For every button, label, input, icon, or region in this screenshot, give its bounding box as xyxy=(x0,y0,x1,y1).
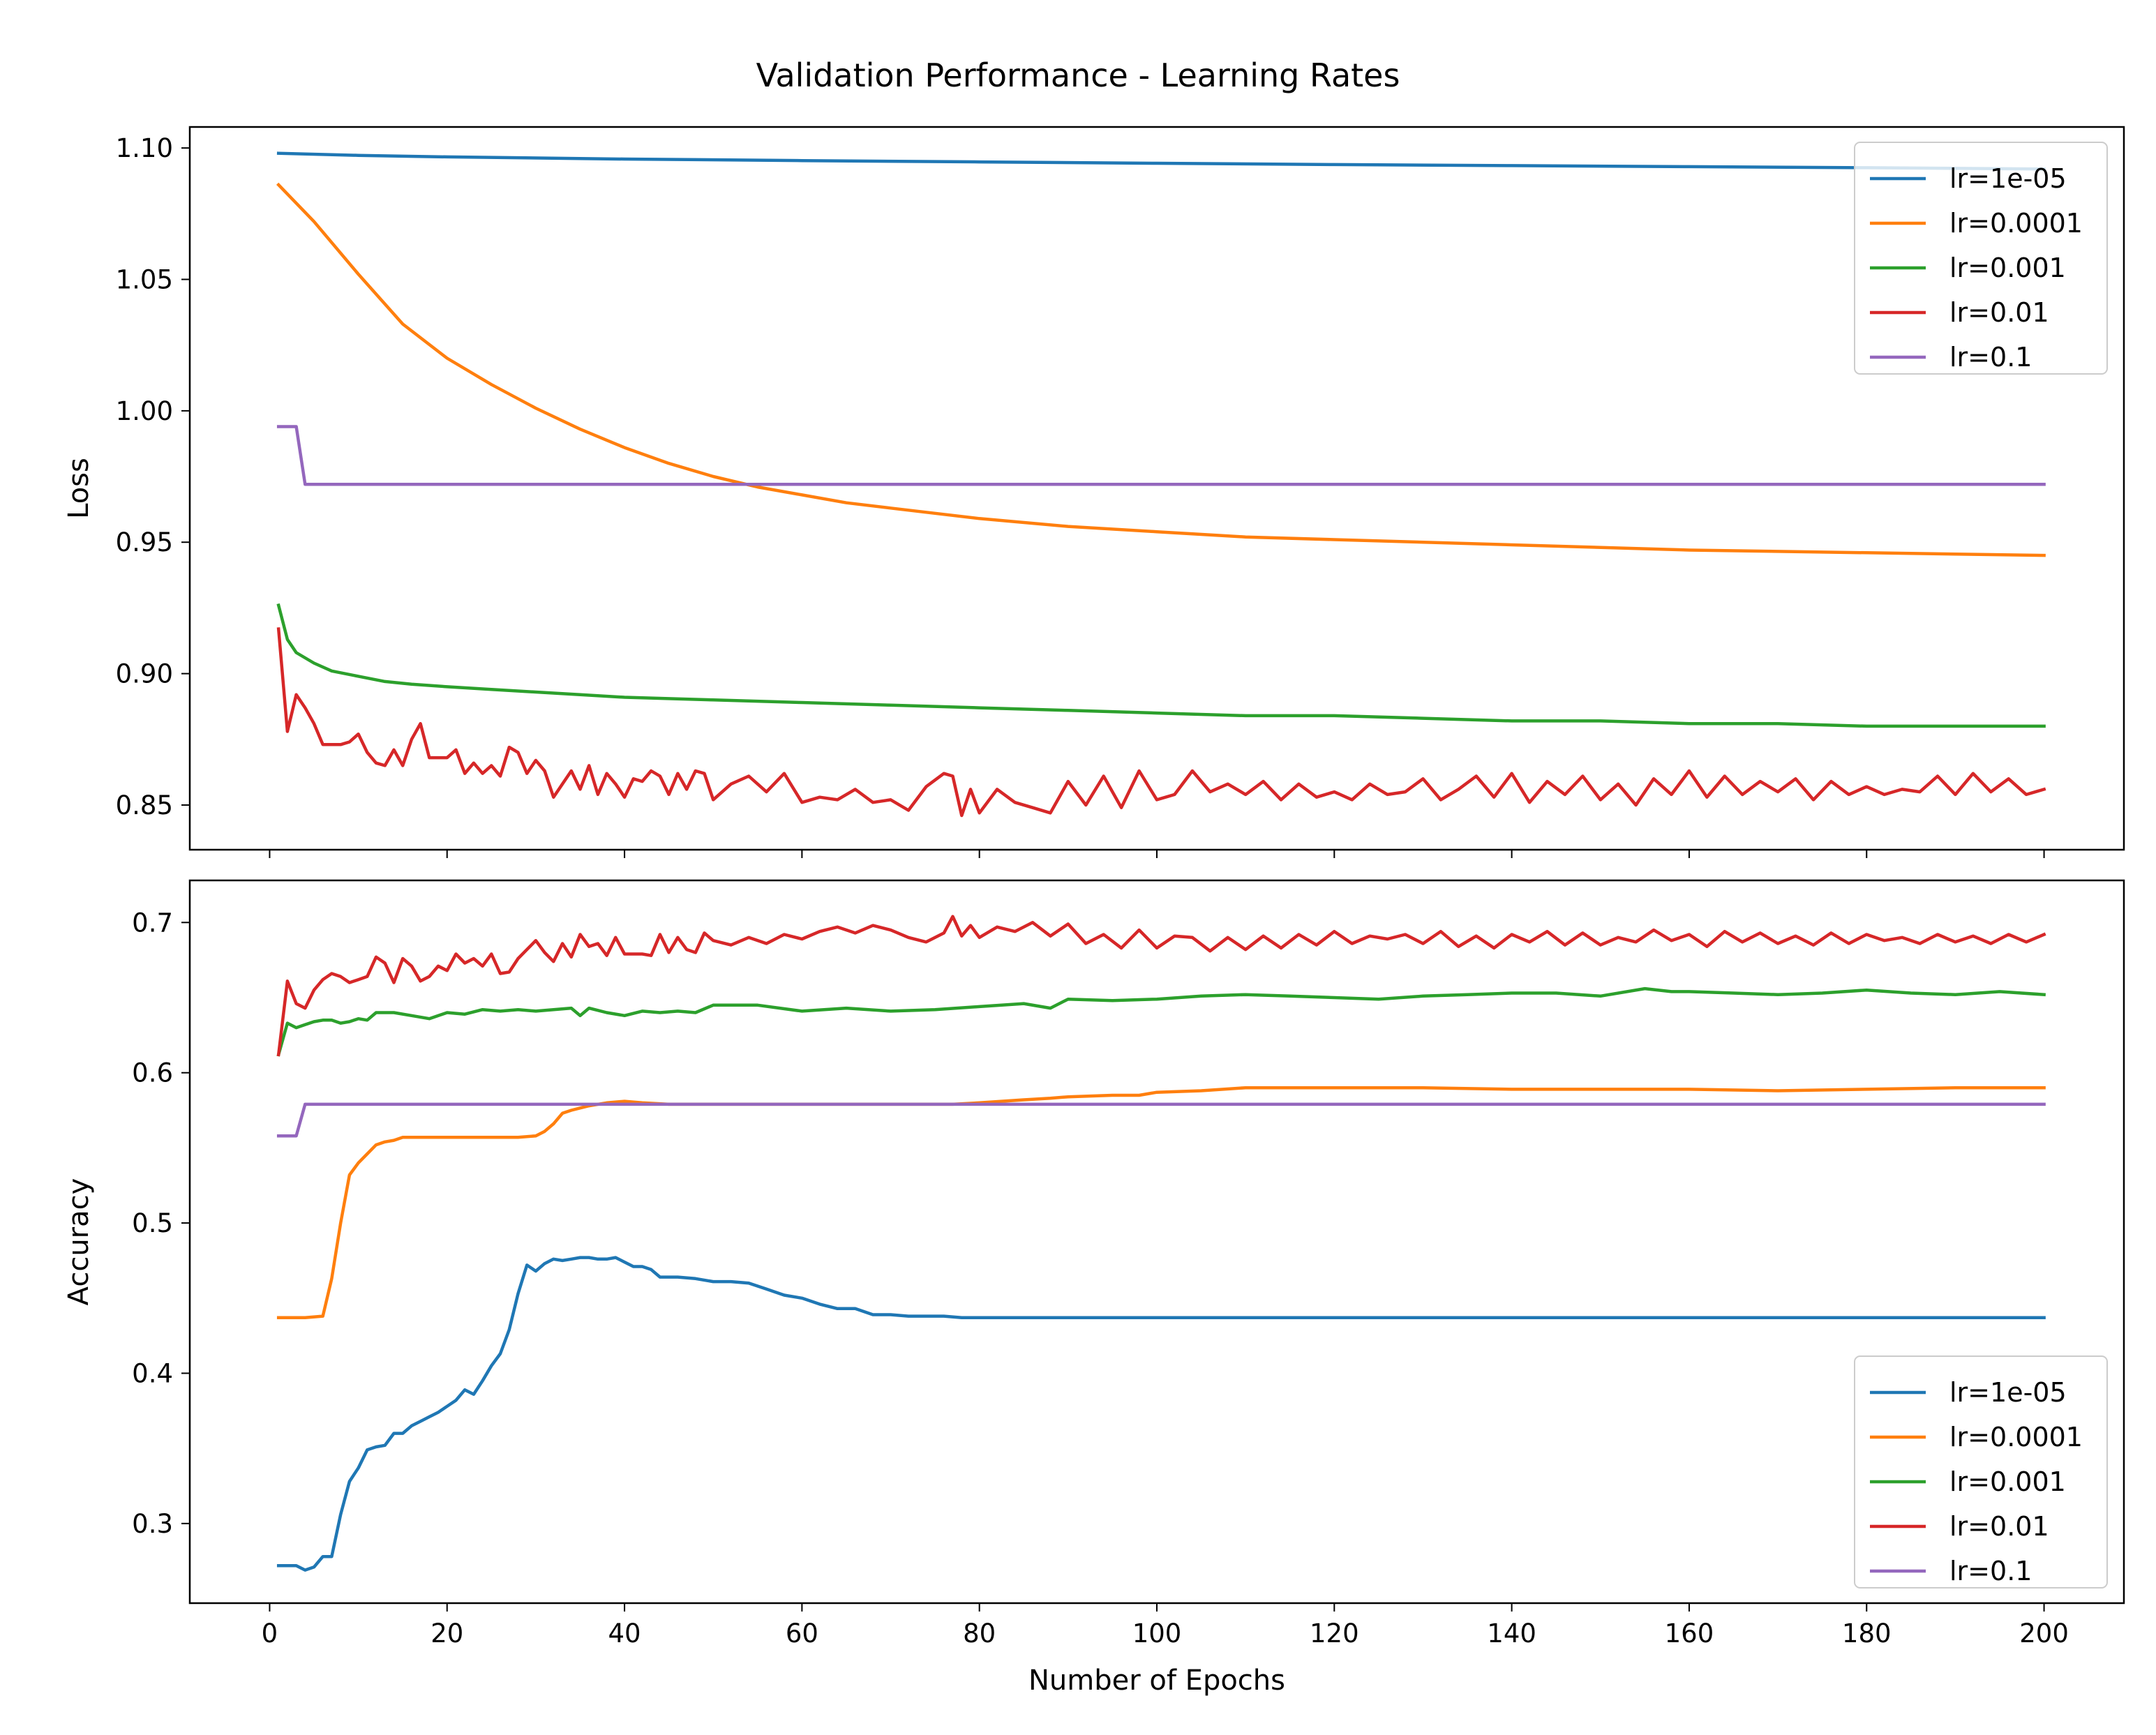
x-tick-label: 40 xyxy=(608,1618,641,1648)
accuracy-legend-box xyxy=(1854,1355,2108,1588)
loss-series-line-lr-1e-05 xyxy=(276,151,2046,171)
loss-series-line-lr-0-01 xyxy=(276,627,2046,818)
loss-legend-label: lr=0.01 xyxy=(1949,297,2049,328)
accuracy-y-tick-label: 0.7 xyxy=(132,908,173,938)
x-tick-label: 120 xyxy=(1310,1618,1359,1648)
accuracy-series-line-lr-0-1 xyxy=(276,1102,2046,1138)
accuracy-legend-label: lr=0.0001 xyxy=(1949,1422,2083,1452)
loss-legend-box xyxy=(1854,142,2108,375)
accuracy-series-line-lr-0-01 xyxy=(276,915,2046,1057)
loss-y-tick-label: 1.05 xyxy=(116,265,173,295)
loss-legend-label: lr=0.0001 xyxy=(1949,208,2083,239)
loss-legend-label: lr=1e-05 xyxy=(1949,163,2067,194)
x-tick-label: 80 xyxy=(963,1618,996,1648)
loss-series-line-lr-0-0001 xyxy=(276,182,2046,557)
x-tick-label: 20 xyxy=(431,1618,463,1648)
loss-series-line-lr-0-001 xyxy=(276,603,2046,728)
accuracy-y-tick-label: 0.4 xyxy=(132,1358,173,1388)
accuracy-y-axis-label: Accuracy xyxy=(63,1178,95,1306)
loss-y-tick-label: 0.90 xyxy=(116,659,173,689)
loss-x-ticks xyxy=(269,850,2045,858)
accuracy-legend-label: lr=0.1 xyxy=(1949,1556,2032,1586)
x-tick-label: 100 xyxy=(1132,1618,1182,1648)
x-tick-label: 180 xyxy=(1842,1618,1892,1648)
accuracy-legend: lr=1e-05 lr=0.0001 lr=0.001 lr=0.01 lr=0.1 xyxy=(1854,1355,2108,1588)
loss-y-ticks: 0.85 0.90 0.95 1.00 1.05 1.10 xyxy=(116,133,190,820)
figure-title: Validation Performance - Learning Rates xyxy=(756,57,1400,94)
x-tick-label: 200 xyxy=(2019,1618,2069,1648)
accuracy-y-tick-label: 0.6 xyxy=(132,1058,173,1088)
loss-series-line-lr-0-1 xyxy=(276,425,2046,486)
accuracy-plot-lines xyxy=(276,915,2046,1572)
accuracy-y-ticks: 0.3 0.4 0.5 0.6 0.7 xyxy=(132,908,190,1539)
accuracy-legend-label: lr=0.01 xyxy=(1949,1511,2049,1542)
accuracy-x-ticks: 0 20 40 60 80 100 120 140 160 180 200 xyxy=(262,1603,2069,1648)
loss-y-tick-label: 0.95 xyxy=(116,527,173,557)
accuracy-series-line-lr-0-001 xyxy=(276,986,2046,1057)
loss-plot-lines xyxy=(276,151,2046,818)
x-axis-label: Number of Epochs xyxy=(1028,1665,1285,1697)
accuracy-legend-label: lr=0.001 xyxy=(1949,1466,2066,1497)
loss-legend-label: lr=0.1 xyxy=(1949,342,2032,373)
accuracy-series-line-lr-1e-05 xyxy=(276,1256,2046,1572)
loss-y-tick-label: 1.10 xyxy=(116,133,173,163)
loss-y-tick-label: 1.00 xyxy=(116,396,173,426)
accuracy-y-tick-label: 0.3 xyxy=(132,1509,173,1539)
loss-legend-label: lr=0.001 xyxy=(1949,253,2066,283)
x-tick-label: 140 xyxy=(1487,1618,1536,1648)
accuracy-subplot: 0 20 40 60 80 100 120 140 160 180 200 0.3 0.4 0.5 0.6… xyxy=(63,879,2125,1697)
x-tick-label: 160 xyxy=(1665,1618,1714,1648)
x-tick-label: 0 xyxy=(262,1618,278,1648)
accuracy-y-tick-label: 0.5 xyxy=(132,1208,173,1238)
loss-legend: lr=1e-05 lr=0.0001 lr=0.001 lr=0.01 lr=0.1 xyxy=(1854,142,2108,375)
loss-y-tick-label: 0.85 xyxy=(116,790,173,820)
accuracy-legend-label: lr=1e-05 xyxy=(1949,1377,2067,1408)
x-tick-label: 60 xyxy=(786,1618,818,1648)
loss-y-axis-label: Loss xyxy=(63,458,95,519)
loss-subplot: 0.850.900.951.001.051.10 Loss lr=1e-05lr… xyxy=(63,126,2125,858)
